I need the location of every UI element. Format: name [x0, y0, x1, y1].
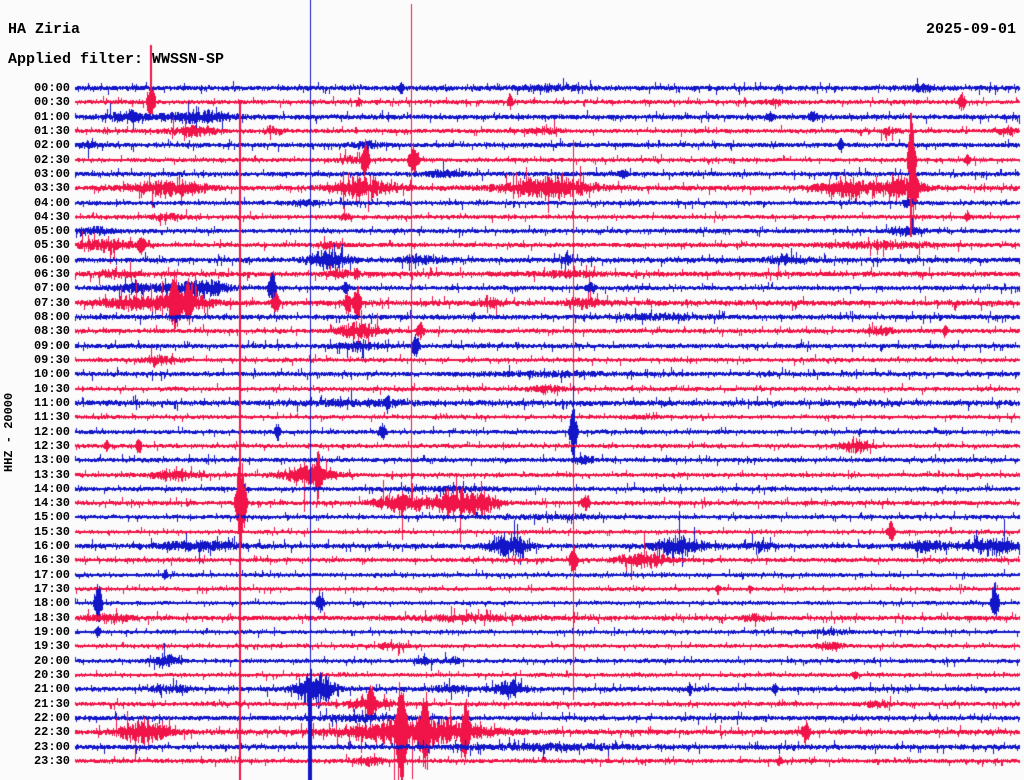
station-name: HA Ziria: [8, 21, 81, 38]
time-label: 00:00: [33, 81, 70, 95]
time-label: 09:00: [33, 338, 70, 353]
time-label: 14:00: [33, 481, 70, 496]
time-label: 22:00: [33, 710, 70, 725]
time-label: 11:00: [33, 395, 70, 410]
time-label: 23:00: [33, 739, 70, 754]
time-label: 13:00: [33, 453, 70, 468]
time-label: 02:00: [33, 138, 70, 153]
time-label: 22:30: [33, 725, 70, 740]
time-label: 16:30: [33, 553, 70, 568]
time-label: 01:30: [33, 123, 70, 138]
time-label: 02:30: [33, 152, 70, 167]
time-label: 13:30: [33, 467, 70, 482]
time-label: 19:30: [33, 639, 70, 654]
record-date: 2025-09-01: [925, 21, 1016, 38]
time-label: 04:00: [33, 195, 70, 210]
time-label: 10:30: [33, 381, 70, 396]
time-label: 08:30: [33, 324, 70, 339]
time-label: 12:30: [33, 438, 70, 453]
time-label: 04:30: [33, 209, 70, 224]
channel-scale-label: HHZ - 20000: [2, 392, 16, 472]
time-label: 17:00: [33, 567, 70, 582]
time-label: 23:30: [33, 753, 70, 768]
time-label: 03:00: [33, 166, 70, 181]
time-label: 08:00: [33, 310, 70, 325]
time-label: 21:30: [33, 696, 70, 711]
time-label: 06:30: [33, 267, 70, 282]
time-label: 15:30: [33, 524, 70, 539]
filter-label: Applied filter: WWSSN-SP: [8, 51, 225, 68]
time-label: 03:30: [33, 181, 70, 196]
time-label: 11:30: [33, 410, 70, 425]
time-label: 07:00: [33, 281, 70, 296]
time-label: 21:00: [33, 682, 70, 697]
time-label: 16:00: [33, 539, 70, 554]
time-label: 20:30: [33, 667, 70, 682]
time-label: 17:30: [33, 582, 70, 597]
time-label: 06:00: [33, 252, 70, 267]
time-label: 05:00: [33, 224, 70, 239]
time-label: 18:00: [33, 596, 70, 611]
time-label: 20:00: [33, 653, 70, 668]
time-label: 14:30: [33, 496, 70, 511]
time-label: 09:30: [33, 353, 70, 367]
time-label: 00:30: [33, 95, 70, 110]
time-label: 18:30: [33, 610, 70, 625]
time-label: 15:00: [33, 510, 70, 525]
time-label: 07:30: [33, 295, 70, 310]
time-label: 19:00: [33, 625, 70, 639]
time-label: 12:00: [33, 424, 70, 439]
time-label: 01:00: [33, 109, 70, 124]
time-label: 05:30: [33, 238, 70, 253]
time-label: 10:00: [33, 367, 70, 382]
